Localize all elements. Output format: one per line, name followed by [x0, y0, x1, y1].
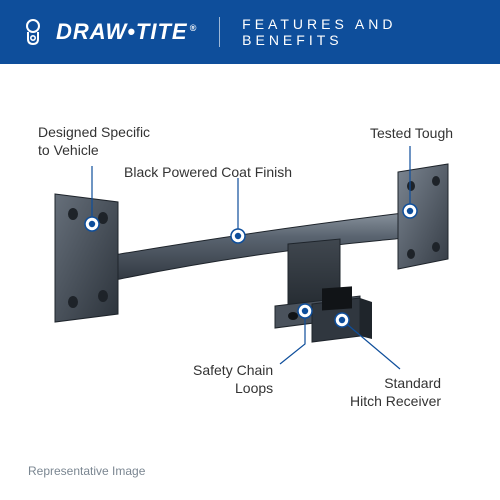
header-divider [219, 17, 220, 47]
logo: DRAW•TITE ® [18, 17, 197, 47]
figure-area: Designed Specificto Vehicle Black Powered… [0, 64, 500, 500]
page-root: DRAW•TITE ® FEATURES AND BENEFITS [0, 0, 500, 500]
callout-line-safety [280, 311, 305, 364]
callout-marker-tough [403, 204, 417, 218]
callout-marker-finish [231, 229, 245, 243]
callout-label-safety: Safety ChainLoops [193, 362, 273, 397]
representative-image-label: Representative Image [28, 464, 145, 478]
header-title: FEATURES AND BENEFITS [242, 16, 482, 48]
callout-marker-safety [298, 304, 312, 318]
callout-label-receiver: StandardHitch Receiver [350, 375, 441, 410]
callout-label-specific: Designed Specificto Vehicle [38, 124, 150, 159]
callout-marker-specific [85, 217, 99, 231]
callout-label-tough: Tested Tough [370, 125, 453, 143]
hitch-ball-icon [18, 17, 48, 47]
logo-text: DRAW•TITE ® [56, 19, 197, 45]
callout-marker-receiver [335, 313, 349, 327]
header-bar: DRAW•TITE ® FEATURES AND BENEFITS [0, 0, 500, 64]
callout-line-receiver [342, 320, 400, 369]
callout-label-finish: Black Powered Coat Finish [124, 164, 292, 182]
